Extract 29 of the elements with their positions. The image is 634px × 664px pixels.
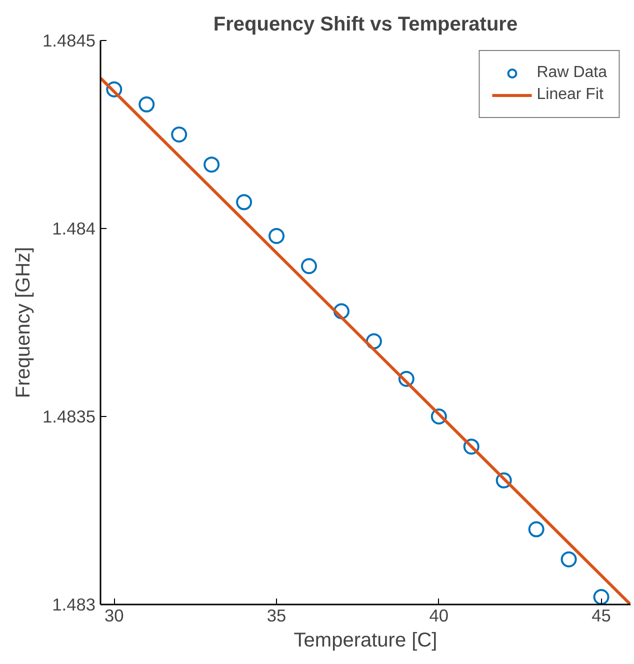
- point: [528, 521, 544, 538]
- point: [106, 81, 122, 98]
- y-tick-label: 1.4835: [42, 406, 96, 426]
- x-tick-label: 40: [429, 606, 449, 626]
- y-axis-title: Frequency [GHz]: [12, 246, 34, 398]
- point: [204, 156, 220, 173]
- point: [496, 472, 512, 488]
- x-axis-title: Temperature [C]: [294, 630, 438, 652]
- y-tick-label: 1.483: [52, 594, 96, 614]
- y-tick-label: 1.484: [52, 218, 96, 238]
- point: [138, 96, 155, 112]
- point: [333, 303, 350, 320]
- point: [463, 438, 480, 455]
- point: [300, 258, 317, 274]
- legend-label: Raw Data: [536, 64, 607, 82]
- y-tick-label: 1.4845: [42, 30, 96, 50]
- legend-label: Linear Fit: [536, 86, 604, 104]
- chart-title: Frequency Shift vs Temperature: [213, 14, 518, 36]
- point: [398, 370, 414, 387]
- point: [430, 408, 447, 424]
- x-tick-label: 35: [266, 606, 286, 626]
- point: [171, 126, 188, 142]
- point: [236, 194, 252, 210]
- point: [366, 333, 382, 350]
- point: [593, 588, 610, 604]
- x-tick-label: 45: [592, 606, 611, 626]
- point: [268, 228, 285, 244]
- point: [560, 551, 577, 568]
- x-tick-label: 30: [104, 606, 124, 626]
